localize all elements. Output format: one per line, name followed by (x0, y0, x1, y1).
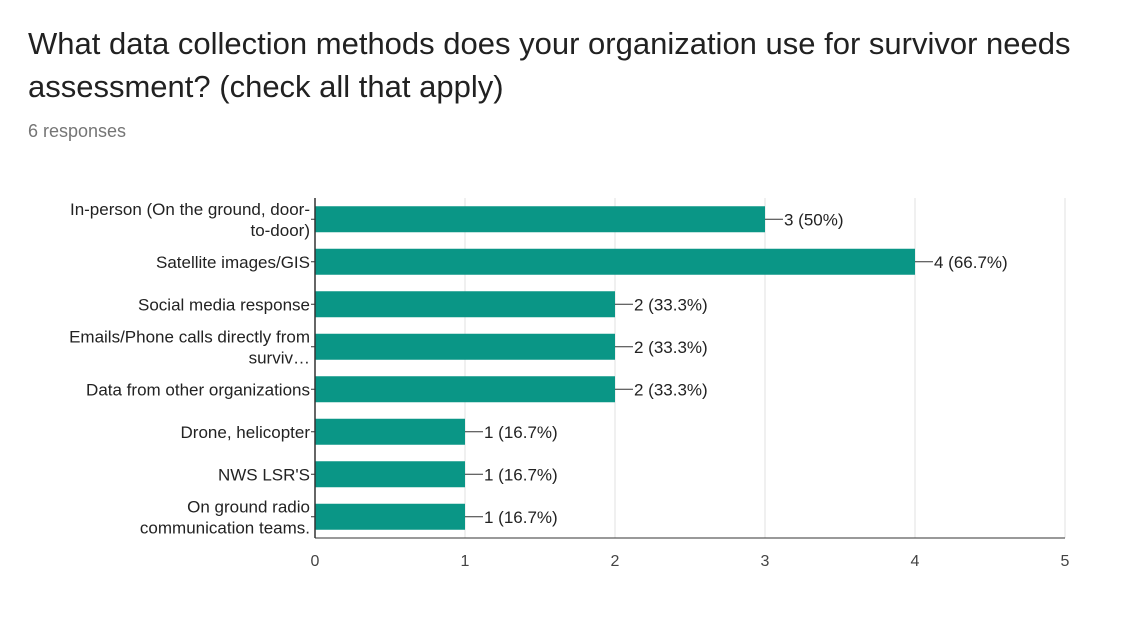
bars: 3 (50%) 4 (66.7%) 2 (33.3%) 2 (33.3%) 2 (33.… (315, 206, 1008, 530)
x-tick-label: 4 (911, 553, 920, 570)
data-label: 4 (66.7%) (934, 253, 1008, 272)
data-label: 3 (50%) (784, 210, 844, 229)
x-tick-label: 3 (761, 553, 770, 570)
axes: 0 1 2 3 4 5 In-person (On the ground, door-to-… (69, 198, 1070, 570)
data-label: 1 (16.7%) (484, 508, 558, 527)
category-label: to-door) (250, 221, 310, 240)
x-tick-label: 0 (311, 553, 320, 570)
bar (315, 503, 465, 530)
bar (315, 461, 465, 488)
category-label: communication teams. (140, 518, 310, 537)
data-label: 1 (16.7%) (484, 423, 558, 442)
category-label: Data from other organizations (86, 380, 310, 399)
category-label: Drone, helicopter (181, 423, 311, 442)
data-label: 2 (33.3%) (634, 295, 708, 314)
data-label: 1 (16.7%) (484, 465, 558, 484)
bar (315, 248, 915, 275)
bar (315, 376, 615, 403)
category-label: Emails/Phone calls directly from (69, 327, 310, 346)
data-label: 2 (33.3%) (634, 338, 708, 357)
bar (315, 418, 465, 445)
bar (315, 206, 765, 233)
bar (315, 291, 615, 318)
category-label: NWS LSR'S (218, 465, 310, 484)
category-label: surviv… (249, 348, 310, 367)
category-label: Satellite images/GIS (156, 253, 310, 272)
bar (315, 333, 615, 360)
category-label: Social media response (138, 295, 310, 314)
category-label: On ground radio (187, 497, 310, 516)
category-label: In-person (On the ground, door- (70, 200, 310, 219)
x-tick-label: 2 (611, 553, 620, 570)
response-count: 6 responses (28, 121, 127, 141)
x-tick-label: 1 (461, 553, 470, 570)
data-label: 2 (33.3%) (634, 380, 708, 399)
x-tick-label: 5 (1061, 553, 1070, 570)
question-title: What data collection methods does your o… (28, 26, 1071, 104)
